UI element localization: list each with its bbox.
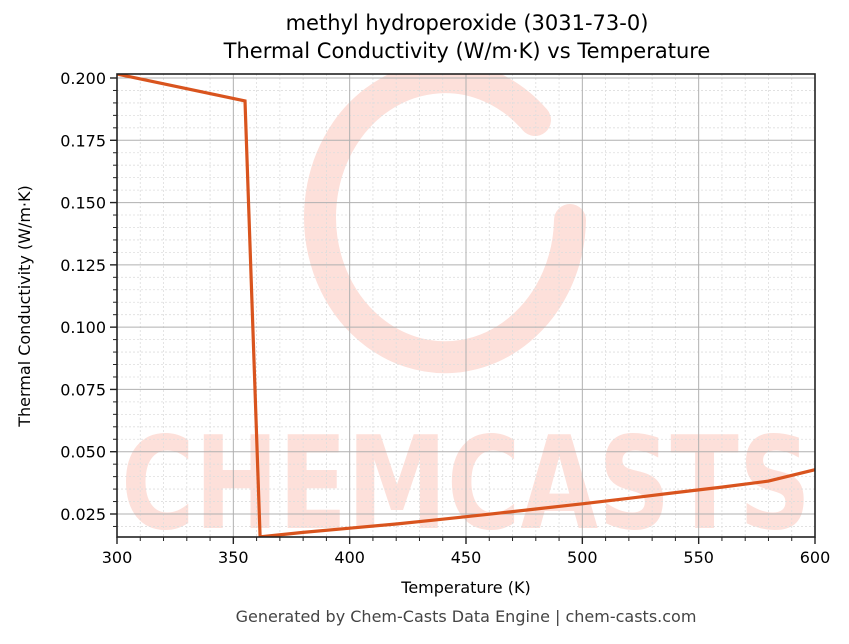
footer-credit: Generated by Chem-Casts Data Engine | ch…: [235, 607, 697, 626]
x-tick-label: 550: [683, 548, 714, 567]
y-tick-label: 0.050: [60, 443, 106, 462]
y-tick-label: 0.025: [60, 505, 106, 524]
x-tick-label: 400: [334, 548, 365, 567]
y-tick-label: 0.100: [60, 318, 106, 337]
y-tick-label: 0.125: [60, 256, 106, 275]
x-axis-label: Temperature (K): [400, 578, 530, 597]
y-tick-label: 0.175: [60, 131, 106, 150]
chart-title-compound: methyl hydroperoxide (3031-73-0): [285, 11, 649, 35]
chart-title-property: Thermal Conductivity (W/m·K) vs Temperat…: [223, 39, 711, 63]
y-tick-label: 0.200: [60, 69, 106, 88]
axis-ticks: [110, 77, 816, 544]
y-axis-label: Thermal Conductivity (W/m·K): [15, 185, 34, 428]
x-tick-label: 500: [567, 548, 598, 567]
x-tick-label: 600: [800, 548, 831, 567]
x-tick-labels: 300 350 400 450 500 550 600: [102, 548, 831, 567]
y-tick-label: 0.150: [60, 194, 106, 213]
y-tick-labels: 0.025 0.050 0.075 0.100 0.125 0.150 0.175 0.200: [60, 69, 106, 524]
thermal-conductivity-line: [117, 74, 815, 537]
y-tick-label: 0.075: [60, 380, 106, 399]
x-tick-label: 300: [102, 548, 133, 567]
x-tick-label: 450: [451, 548, 482, 567]
x-tick-label: 350: [218, 548, 249, 567]
